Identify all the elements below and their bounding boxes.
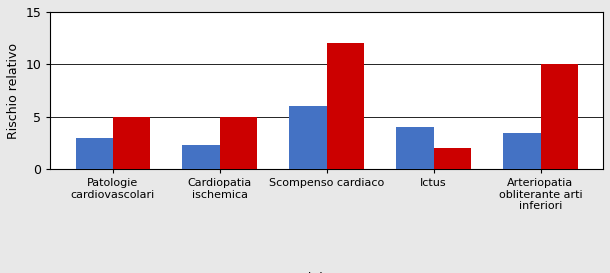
Bar: [327, 43, 364, 169]
Bar: [113, 117, 150, 169]
Legend: Uomini, Donne: Uomini, Donne: [259, 267, 394, 273]
Bar: [503, 133, 540, 169]
Bar: [396, 127, 434, 169]
Bar: [76, 138, 113, 169]
Bar: [220, 117, 257, 169]
Bar: [540, 64, 578, 169]
Bar: [289, 106, 327, 169]
Bar: [434, 148, 471, 169]
Y-axis label: Rischio relativo: Rischio relativo: [7, 43, 20, 139]
Bar: [182, 145, 220, 169]
